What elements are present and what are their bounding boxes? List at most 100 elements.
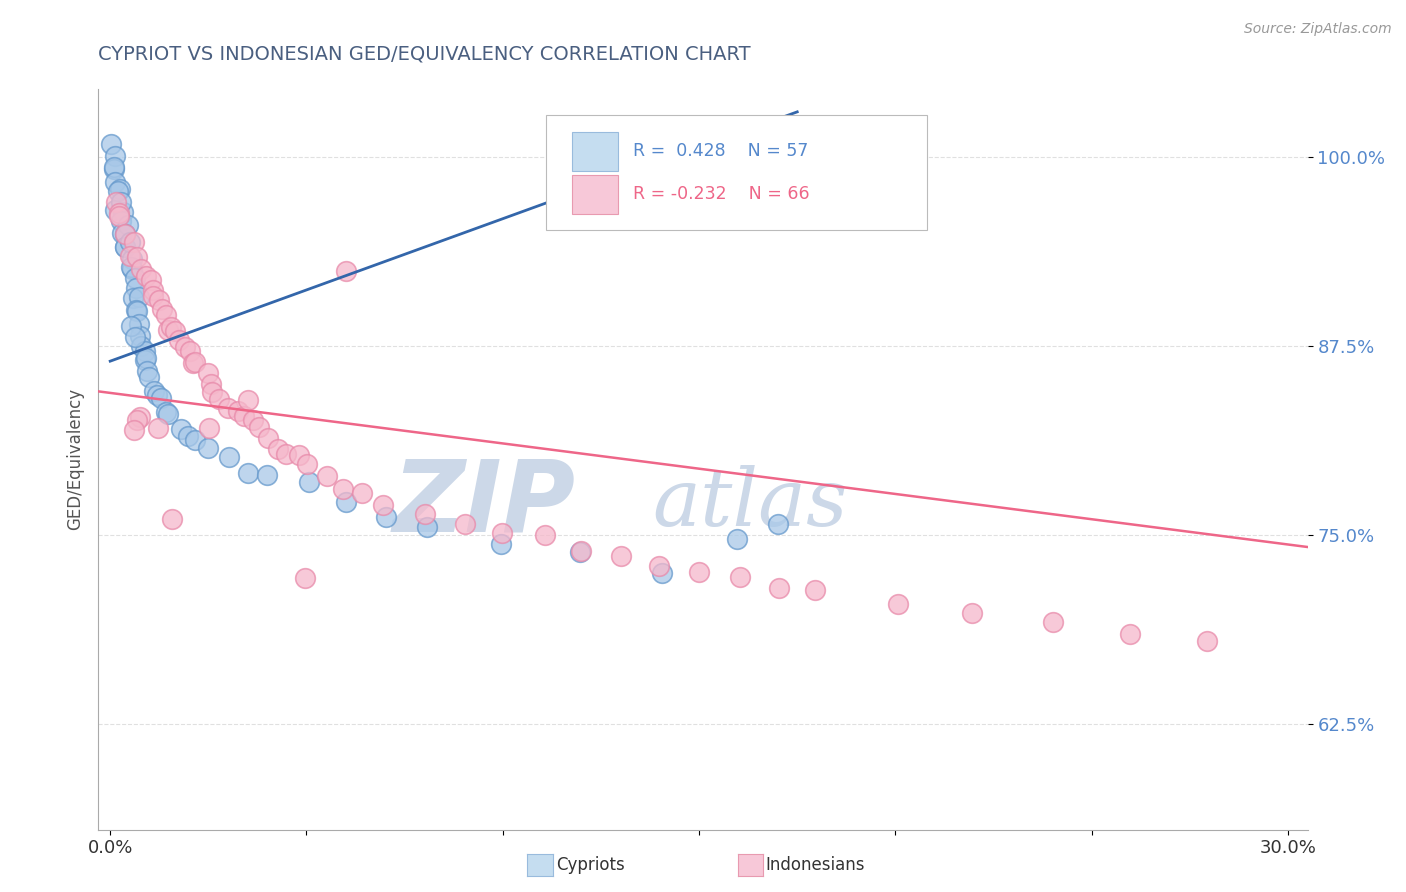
- Point: [218, 450, 240, 465]
- Point: [121, 291, 143, 305]
- Point: [142, 289, 165, 303]
- Point: [183, 433, 205, 447]
- Point: [155, 405, 177, 419]
- Point: [104, 175, 127, 189]
- Point: [1197, 633, 1219, 648]
- Point: [110, 195, 132, 210]
- Point: [179, 344, 201, 359]
- Point: [315, 469, 337, 483]
- Point: [156, 323, 179, 337]
- Point: [200, 376, 222, 391]
- Point: [125, 303, 148, 318]
- Point: [350, 485, 373, 500]
- Point: [257, 431, 280, 445]
- Point: [128, 317, 150, 331]
- Point: [103, 162, 125, 177]
- Point: [247, 420, 270, 434]
- Point: [104, 149, 127, 163]
- Text: R = -0.232    N = 66: R = -0.232 N = 66: [633, 186, 810, 203]
- Point: [569, 544, 592, 558]
- Point: [143, 384, 166, 398]
- Point: [108, 182, 131, 196]
- Point: [122, 423, 145, 437]
- Point: [233, 409, 256, 424]
- Point: [197, 366, 219, 380]
- Point: [146, 421, 169, 435]
- Y-axis label: GED/Equivalency: GED/Equivalency: [66, 388, 84, 531]
- Point: [117, 218, 139, 232]
- Point: [768, 581, 790, 595]
- Point: [160, 320, 183, 334]
- Point: [128, 290, 150, 304]
- Point: [125, 303, 148, 318]
- Point: [533, 528, 555, 542]
- Point: [112, 205, 135, 219]
- Point: [728, 570, 751, 584]
- Point: [198, 421, 221, 435]
- Point: [120, 235, 142, 249]
- Point: [142, 283, 165, 297]
- Point: [104, 202, 127, 217]
- Text: R =  0.428    N = 57: R = 0.428 N = 57: [633, 142, 808, 160]
- Point: [184, 355, 207, 369]
- Point: [298, 475, 321, 489]
- Point: [804, 583, 827, 598]
- Point: [267, 442, 290, 456]
- Point: [226, 404, 249, 418]
- Point: [1042, 615, 1064, 629]
- Text: Cypriots: Cypriots: [557, 855, 624, 873]
- Point: [688, 565, 710, 579]
- Point: [413, 507, 436, 521]
- Point: [181, 356, 204, 370]
- Point: [124, 281, 146, 295]
- Point: [177, 429, 200, 443]
- Point: [332, 482, 354, 496]
- Point: [125, 413, 148, 427]
- Point: [375, 509, 398, 524]
- Point: [569, 545, 592, 559]
- Point: [256, 468, 278, 483]
- Point: [491, 536, 513, 550]
- Point: [129, 329, 152, 343]
- Point: [288, 448, 311, 462]
- Point: [138, 370, 160, 384]
- Point: [114, 227, 136, 241]
- Point: [150, 301, 173, 316]
- Point: [236, 392, 259, 407]
- Point: [416, 520, 439, 534]
- Point: [114, 240, 136, 254]
- Point: [163, 324, 186, 338]
- Point: [139, 273, 162, 287]
- Point: [207, 392, 229, 407]
- Point: [124, 330, 146, 344]
- Bar: [572, 175, 619, 213]
- Point: [371, 499, 394, 513]
- Point: [103, 160, 125, 174]
- Text: Indonesians: Indonesians: [766, 855, 865, 873]
- Point: [129, 409, 152, 424]
- Point: [118, 249, 141, 263]
- Point: [170, 422, 193, 436]
- Point: [131, 339, 153, 353]
- Point: [146, 388, 169, 402]
- Point: [136, 364, 159, 378]
- Point: [110, 214, 132, 228]
- Point: [135, 351, 157, 365]
- Point: [960, 607, 983, 621]
- Point: [148, 293, 170, 307]
- Point: [134, 344, 156, 359]
- Point: [121, 252, 143, 266]
- Point: [609, 549, 631, 563]
- Bar: [572, 132, 619, 170]
- Point: [174, 340, 197, 354]
- Text: ZIP: ZIP: [394, 455, 576, 552]
- Point: [135, 269, 157, 284]
- Point: [155, 308, 177, 322]
- Point: [120, 260, 142, 275]
- Point: [651, 566, 673, 580]
- Point: [197, 442, 219, 456]
- Point: [150, 392, 173, 406]
- Point: [114, 227, 136, 242]
- Point: [169, 333, 191, 347]
- Point: [160, 512, 183, 526]
